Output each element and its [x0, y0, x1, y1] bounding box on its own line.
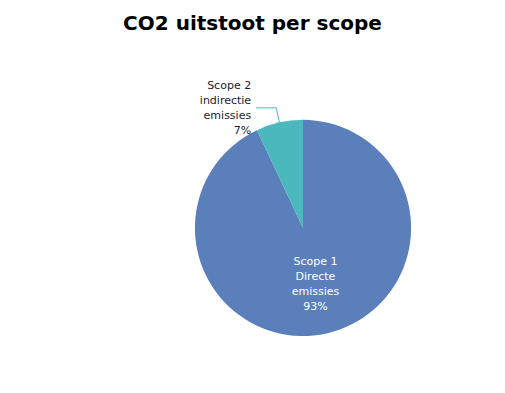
svg-text:Directe: Directe — [296, 270, 336, 283]
svg-text:Scope 2: Scope 2 — [207, 79, 251, 92]
svg-text:emissies: emissies — [204, 109, 252, 122]
svg-text:Scope 1: Scope 1 — [293, 255, 337, 268]
svg-text:93%: 93% — [303, 300, 327, 313]
svg-text:indirectie: indirectie — [200, 94, 252, 107]
svg-text:CO2 uitstoot per scope: CO2 uitstoot per scope — [123, 11, 382, 35]
svg-text:emissies: emissies — [292, 285, 340, 298]
svg-text:7%: 7% — [234, 124, 251, 137]
